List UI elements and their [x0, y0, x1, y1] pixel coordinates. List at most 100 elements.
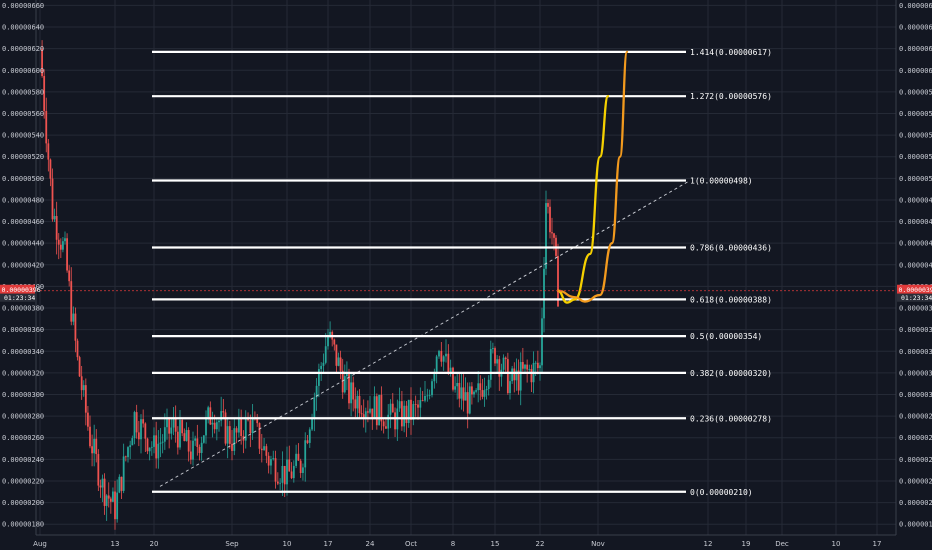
countdown-label: 01:23:34 [901, 294, 932, 302]
candle-body [335, 344, 338, 366]
candle-body [109, 498, 112, 502]
candle-body [68, 270, 71, 282]
candle-body [475, 390, 477, 392]
candle-body [84, 385, 87, 413]
candle-body [82, 385, 85, 391]
candle-body [517, 370, 520, 391]
candle-body [428, 395, 431, 396]
candle-body [233, 428, 236, 451]
candle-body [414, 404, 417, 405]
candle-body [51, 178, 54, 220]
candle-body [251, 418, 254, 434]
candle-body [142, 419, 145, 424]
candle-body [315, 385, 318, 398]
countdown-tag-left [0, 293, 35, 302]
right-price-axis[interactable]: 0.00000180 0.00000200 0.00000220 0.00000240… [899, 2, 932, 529]
candle-body [218, 420, 220, 423]
candle-body [89, 426, 91, 447]
candle-body [133, 412, 136, 439]
candle-body [483, 390, 486, 397]
candle-body [528, 369, 531, 370]
candle-body [260, 448, 263, 451]
candle-body [324, 346, 327, 363]
candle-body [464, 392, 467, 401]
x-tick-label: Aug [33, 540, 47, 548]
candle-body [473, 391, 475, 395]
candle-body [487, 379, 490, 389]
candle-body [509, 381, 511, 394]
fib-level-label: 1.414(0.00000617) [690, 48, 772, 57]
candle-body [521, 362, 524, 369]
candle-body [485, 388, 488, 391]
y-tick-label: 0.00000560 [899, 110, 932, 118]
y-tick-label: 0.00000340 [899, 348, 932, 356]
candle-body [179, 420, 181, 448]
candle-body [442, 356, 445, 362]
candle-body [155, 435, 158, 459]
candle-body [148, 447, 151, 452]
candle-body [198, 447, 201, 453]
candle-body [313, 397, 316, 419]
candle-body [481, 390, 484, 397]
candle-body [530, 369, 533, 383]
candle-body [327, 335, 329, 347]
candle-body [146, 438, 149, 452]
candle-body [228, 426, 231, 444]
candle-body [240, 418, 243, 437]
candle-body [256, 419, 259, 424]
candle-body [502, 357, 505, 370]
candle-body [447, 353, 450, 373]
candle-body [279, 482, 282, 484]
candle-body [176, 431, 179, 448]
candle-body [360, 413, 363, 415]
projection-curve[interactable] [556, 95, 610, 304]
candle-body [290, 471, 293, 479]
y-tick-label: 0.00000580 [2, 88, 44, 96]
fib-level-label: 0.618(0.00000388) [690, 295, 772, 304]
candle-body [163, 427, 166, 442]
candle-body [213, 422, 216, 430]
candle-body [231, 443, 233, 451]
projection-curve[interactable] [556, 50, 629, 303]
candle-body [435, 356, 438, 373]
y-tick-label: 0.00000320 [899, 369, 932, 377]
candle-body [412, 404, 415, 420]
candle-body [541, 318, 543, 366]
candle-body [553, 233, 555, 238]
candle-body [276, 481, 279, 484]
y-tick-label: 0.00000380 [2, 305, 44, 313]
candle-body [283, 465, 286, 485]
time-axis[interactable]: Aug 13 20 Sep 10 17 24 Oct 8 15 22 Nov 12 19 Dec 10 17 [33, 540, 881, 548]
x-tick-label: Oct [405, 540, 417, 548]
current-price-label: 0.00000396 [899, 286, 932, 294]
candle-body [112, 491, 114, 502]
x-tick-label: 12 [704, 540, 713, 548]
left-price-axis[interactable]: 0.00000180 0.00000200 0.00000220 0.00000240… [2, 2, 44, 529]
y-tick-label: 0.00000380 [899, 305, 932, 313]
x-tick-label: 20 [150, 540, 159, 548]
candle-body [371, 408, 374, 419]
candle-body [421, 400, 424, 401]
projection-curves[interactable] [556, 50, 629, 304]
candle-body [426, 395, 429, 397]
y-tick-label: 0.00000420 [899, 261, 932, 269]
candle-body [161, 441, 164, 443]
y-tick-label: 0.00000460 [899, 218, 932, 226]
candle-body [460, 387, 463, 399]
x-tick-label: 22 [536, 540, 545, 548]
candle-body [551, 232, 553, 234]
candle-body [454, 386, 456, 390]
candle-body [205, 417, 207, 436]
y-tick-label: 0.00000620 [899, 45, 932, 53]
candle-body [424, 395, 426, 401]
candle-body [526, 364, 529, 370]
fib-levels[interactable]: 0(0.00000210) 0.236(0.00000278) 0.382(0.00… [152, 0, 772, 497]
candle-body [547, 203, 549, 207]
candle-body [545, 203, 547, 269]
y-tick-label: 0.00000500 [2, 175, 44, 183]
candle-body [302, 467, 304, 474]
candle-body [181, 420, 184, 434]
candle-body [391, 403, 394, 413]
